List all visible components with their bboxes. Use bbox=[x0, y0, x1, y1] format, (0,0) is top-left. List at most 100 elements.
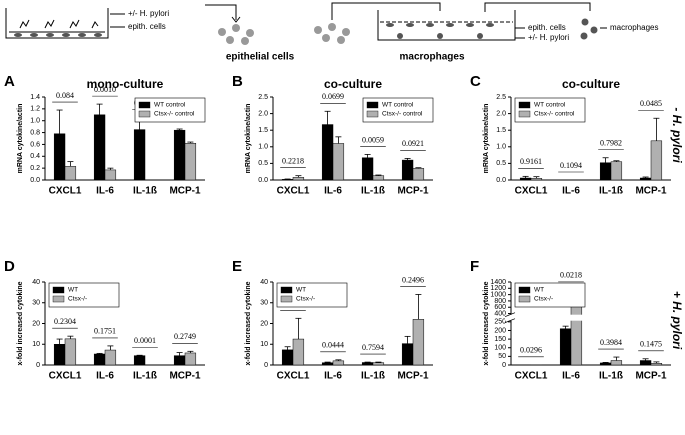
legend: WT Ctsx-/- bbox=[514, 282, 586, 308]
x-tick-label: CXCL1 bbox=[277, 186, 310, 197]
error-bar bbox=[375, 361, 382, 363]
legend-swatch bbox=[280, 286, 293, 294]
y-tick-label: 1.0 bbox=[30, 118, 40, 125]
bar bbox=[361, 157, 374, 181]
error-bar bbox=[415, 167, 422, 169]
caption: epithelial cells bbox=[226, 52, 295, 63]
y-tick-label: 50 bbox=[498, 353, 506, 360]
y-axis-label: mRNA cytokine/actin bbox=[483, 104, 490, 174]
error-bar bbox=[96, 352, 103, 355]
error-bar bbox=[522, 175, 529, 179]
side-label: - H. pylori bbox=[670, 107, 684, 163]
y-tick-label: 1400 bbox=[490, 279, 506, 286]
p-value: 0.0921 bbox=[402, 139, 424, 148]
bar bbox=[133, 355, 146, 366]
macrophage-cells bbox=[580, 18, 598, 40]
y-tick-label: 0 bbox=[264, 362, 268, 369]
y-tick-label: 0 bbox=[36, 362, 40, 369]
y-tick-label: 2.0 bbox=[496, 110, 506, 117]
y-tick-label: 0 bbox=[502, 362, 506, 369]
error-bar bbox=[404, 335, 411, 344]
y-tick-label: 1.5 bbox=[496, 127, 506, 134]
x-tick-label: CXCL1 bbox=[515, 186, 548, 197]
y-tick-label: 1.0 bbox=[496, 144, 506, 151]
arrow bbox=[205, 4, 237, 20]
error-bar bbox=[324, 361, 331, 363]
y-tick-label: 600 bbox=[494, 304, 506, 311]
error-bar bbox=[602, 157, 609, 163]
error-bar bbox=[176, 352, 183, 356]
panel-letter: B bbox=[232, 73, 243, 90]
legend-label: Ctsx-/- bbox=[534, 296, 553, 303]
panel-title: mono-culture bbox=[87, 77, 164, 91]
legend-swatch bbox=[280, 295, 293, 303]
label: epith. cells bbox=[128, 22, 166, 31]
legend-label: WT control bbox=[382, 102, 414, 109]
y-tick-label: 0.5 bbox=[258, 160, 268, 167]
y-tick-label: 2.0 bbox=[258, 110, 268, 117]
p-value: 0.1094 bbox=[560, 161, 582, 170]
bar bbox=[93, 114, 106, 181]
y-tick-label: 1.5 bbox=[258, 127, 268, 134]
p-value: 0.084 bbox=[56, 91, 74, 100]
y-tick-label: 0.6 bbox=[30, 141, 40, 148]
error-bar bbox=[602, 362, 609, 363]
x-tick-label: MCP-1 bbox=[635, 186, 667, 197]
y-tick-label: 1000 bbox=[490, 291, 506, 298]
panel-letter: F bbox=[470, 258, 479, 275]
x-tick-label: MCP-1 bbox=[635, 371, 667, 382]
p-value: 0.7594 bbox=[362, 343, 384, 352]
x-tick-label: IL-6 bbox=[562, 371, 580, 382]
x-tick-label: IL-1ß bbox=[133, 186, 157, 197]
bar bbox=[559, 328, 572, 366]
y-tick-label: 20 bbox=[260, 320, 268, 327]
x-tick-label: CXCL1 bbox=[515, 371, 548, 382]
legend-swatch bbox=[518, 110, 531, 118]
bar bbox=[321, 124, 334, 181]
label: macrophages bbox=[610, 23, 658, 32]
arrowhead bbox=[231, 16, 241, 23]
p-value: 0.0218 bbox=[560, 271, 582, 280]
bar bbox=[292, 177, 305, 181]
bar bbox=[639, 177, 652, 181]
error-bar bbox=[642, 358, 649, 361]
bar bbox=[650, 363, 663, 366]
error-bar bbox=[613, 160, 620, 162]
side-label: + H. pylori bbox=[670, 291, 684, 350]
x-tick-label: CXCL1 bbox=[277, 371, 310, 382]
legend-swatch bbox=[518, 295, 531, 303]
error-bar bbox=[187, 350, 194, 353]
legend-swatch bbox=[518, 286, 531, 294]
legend: WT Ctsx-/- bbox=[276, 282, 348, 308]
bar bbox=[184, 142, 197, 181]
bar bbox=[133, 129, 146, 181]
legend-label: Ctsx-/- control bbox=[382, 111, 423, 118]
arrow bbox=[331, 2, 441, 20]
bar bbox=[332, 143, 345, 181]
x-tick-label: IL-6 bbox=[96, 186, 114, 197]
y-axis-label: x-fold increased cytokine bbox=[245, 281, 252, 365]
bar bbox=[372, 362, 385, 366]
y-tick-label: 0.0 bbox=[496, 177, 506, 184]
error-bar bbox=[295, 317, 302, 340]
panel-letter: D bbox=[4, 258, 15, 275]
legend: WT control Ctsx-/- control bbox=[514, 97, 586, 123]
cells bbox=[218, 24, 254, 45]
x-tick-label: IL-6 bbox=[562, 186, 580, 197]
bar bbox=[104, 169, 117, 181]
x-tick-label: MCP-1 bbox=[169, 371, 201, 382]
error-bar bbox=[375, 174, 382, 176]
legend-label: Ctsx-/- control bbox=[154, 111, 195, 118]
error-bar bbox=[562, 325, 569, 329]
p-value: 0.2749 bbox=[174, 332, 196, 341]
y-tick-label: 30 bbox=[260, 300, 268, 307]
error-bar bbox=[364, 154, 371, 158]
y-tick-label: 2.5 bbox=[258, 94, 268, 101]
error-bar bbox=[107, 167, 114, 170]
bar bbox=[361, 362, 374, 366]
y-tick-label: 20 bbox=[32, 320, 40, 327]
error-bar bbox=[284, 346, 291, 350]
arrow bbox=[484, 2, 591, 12]
bar bbox=[401, 343, 414, 366]
bar bbox=[530, 178, 543, 181]
